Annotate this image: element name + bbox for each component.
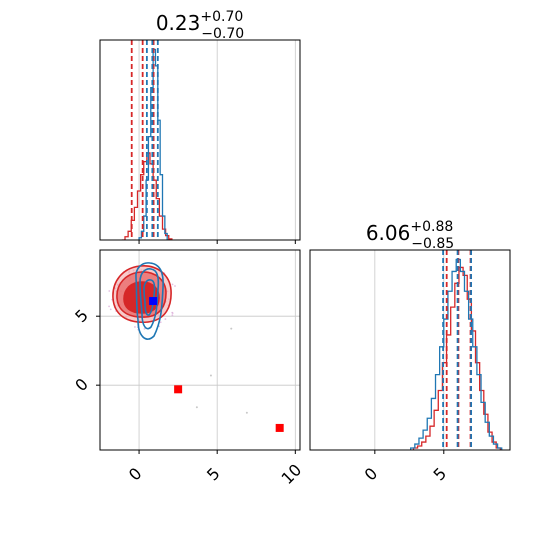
scatter-point bbox=[109, 308, 112, 311]
marker-red bbox=[174, 385, 183, 394]
scatter-point bbox=[209, 374, 212, 377]
hist-param-2-quantile-lines bbox=[442, 250, 473, 450]
scatter-point bbox=[245, 411, 248, 414]
contour-markers bbox=[149, 297, 284, 432]
scatter-point bbox=[108, 290, 111, 292]
scatter-point bbox=[171, 283, 174, 286]
scatter-point bbox=[108, 305, 110, 308]
hist-param-1-panel: 0.23+0.70 −0.70 bbox=[99, 9, 301, 244]
hist-param-1-frame bbox=[99, 39, 301, 241]
x-tick-label: 0 bbox=[361, 464, 382, 485]
marker-blue bbox=[149, 297, 158, 306]
contour-frame bbox=[99, 249, 301, 451]
scatter-point bbox=[164, 318, 167, 320]
hist-param-1-quantile-lines bbox=[130, 40, 159, 240]
hist-param-2-grid bbox=[374, 250, 445, 450]
scatter-point bbox=[171, 312, 174, 314]
scatter-point bbox=[134, 326, 136, 328]
red-contour-inner bbox=[123, 281, 160, 314]
y-tick-label: 5 bbox=[71, 306, 92, 327]
hist-param-1-grid bbox=[138, 40, 296, 240]
blue-contour-mid bbox=[139, 268, 160, 330]
scatter-point bbox=[171, 314, 174, 317]
hist-param-2-frame bbox=[309, 249, 511, 451]
x-tick-label: 5 bbox=[430, 464, 451, 485]
scatter-point bbox=[230, 327, 233, 330]
hist-param-2-series bbox=[410, 258, 503, 450]
blue-contour-inner bbox=[143, 279, 156, 316]
x-tick-label: 0 bbox=[125, 464, 146, 485]
contour-ticks: 0 5 10 0 5 bbox=[71, 306, 305, 488]
hist-param-2-title: 6.06+0.88 −0.85 bbox=[366, 219, 454, 252]
x-tick-label: 10 bbox=[278, 460, 306, 488]
hist-param-1-title: 0.23+0.70 −0.70 bbox=[156, 9, 244, 42]
scatter-point bbox=[143, 327, 146, 330]
contour-content bbox=[108, 262, 284, 432]
contour-param-1-2-panel: 0 5 10 0 5 bbox=[71, 249, 305, 488]
histogram-series-blue bbox=[410, 258, 503, 450]
scatter-point bbox=[159, 321, 162, 324]
marker-red bbox=[275, 423, 284, 432]
scatter-point bbox=[174, 285, 176, 287]
y-tick-label: 0 bbox=[71, 374, 92, 395]
x-tick-label: 5 bbox=[203, 464, 224, 485]
scatter-point bbox=[195, 406, 198, 409]
blue-contour-outer bbox=[135, 262, 164, 340]
hist-param-1-ticks bbox=[138, 240, 296, 244]
